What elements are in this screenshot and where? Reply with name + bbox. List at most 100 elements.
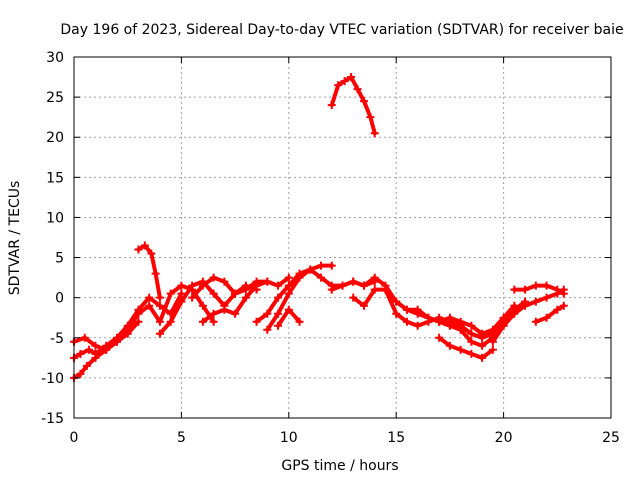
y-tick-label: 15 [46, 170, 64, 186]
data-point-arc-18 [340, 77, 349, 86]
data-point-arc-2 [123, 321, 132, 330]
data-point-arc-1 [155, 317, 164, 326]
data-point-arc-12 [392, 297, 401, 306]
data-point-arc-16 [553, 285, 562, 294]
data-point-arc-9 [295, 273, 304, 282]
y-tick-label: 5 [55, 251, 64, 267]
data-point-arc-14 [478, 353, 487, 362]
data-point-arc-5 [188, 281, 197, 290]
data-point-arc-10 [295, 317, 304, 326]
y-tick-label: 30 [46, 50, 64, 66]
data-point-arc-15 [510, 309, 519, 318]
y-tick-label: -15 [41, 411, 64, 427]
data-point-arc-14 [445, 341, 454, 350]
series-arc-12 [351, 287, 517, 336]
data-point-arc-3 [82, 361, 91, 370]
data-point-arc-7 [220, 305, 229, 314]
data-point-arc-16 [542, 281, 551, 290]
data-point-arc-18 [334, 81, 343, 90]
data-point-arc-7 [241, 293, 250, 302]
data-point-arc-6 [198, 281, 207, 290]
data-point-arc-1 [166, 289, 175, 298]
data-point-arc-14 [456, 345, 465, 354]
data-point-arc-18 [353, 85, 362, 94]
y-tick-label: 10 [46, 210, 64, 226]
data-point-arc-13 [456, 321, 465, 330]
data-point-arc-13 [467, 329, 476, 338]
data-point-arc-18 [359, 97, 368, 106]
chart-title: Day 196 of 2023, Sidereal Day-to-day VTE… [60, 22, 623, 38]
data-point-arc-12 [413, 305, 422, 314]
data-point-arc-11 [349, 277, 358, 286]
data-point-arc-7 [198, 317, 207, 326]
series-layer [70, 73, 568, 382]
data-point-arc-7 [231, 309, 240, 318]
data-point-arc-11 [467, 337, 476, 346]
data-point-arc-13 [435, 313, 444, 322]
data-point-arc-6 [274, 281, 283, 290]
data-point-arc-15 [542, 293, 551, 302]
x-tick-label: 5 [177, 430, 186, 446]
data-point-arc-2 [134, 305, 143, 314]
data-point-arc-2 [177, 289, 186, 298]
data-point-arc-6 [188, 293, 197, 302]
data-point-arc-12 [402, 305, 411, 314]
data-point-arc-6 [220, 277, 229, 286]
data-point-arc-9 [327, 261, 336, 270]
data-point-arc-13 [445, 317, 454, 326]
ticks-layer: 0 5 10 15 20 25 -15 -10 -5 0 5 10 15 20 25 30 [41, 50, 620, 446]
data-point-arc-17 [531, 317, 540, 326]
data-point-arc-15 [531, 297, 540, 306]
data-point-arc-8 [274, 293, 283, 302]
data-point-arc-3 [91, 353, 100, 362]
data-point-arc-14 [435, 333, 444, 342]
data-point-arc-9 [306, 265, 315, 274]
data-point-arc-13 [381, 285, 390, 294]
series-arc-14 [437, 335, 495, 360]
data-point-arc-12 [359, 301, 368, 310]
data-point-arc-18 [347, 73, 356, 82]
data-point-arc-3 [76, 369, 85, 378]
data-point-arc-15 [521, 301, 530, 310]
x-tick-label: 10 [280, 430, 298, 446]
data-point-arc-9 [274, 309, 283, 318]
data-point-arc-11 [327, 285, 336, 294]
data-point-arc-3 [102, 345, 111, 354]
data-point-arc-15 [488, 337, 497, 346]
data-point-arc-10 [284, 305, 293, 314]
data-point-arc-6 [241, 285, 250, 294]
data-point-arc-12 [370, 285, 379, 294]
data-point-arc-9 [284, 289, 293, 298]
data-point-arc-9 [317, 261, 326, 270]
x-axis-label: GPS time / hours [281, 458, 398, 474]
data-point-arc-4 [140, 241, 149, 250]
data-point-arc-11 [338, 281, 347, 290]
data-point-arc-16 [531, 281, 540, 290]
series-arc-6 [190, 275, 291, 300]
data-point-arc-16 [521, 285, 530, 294]
data-point-arc-2 [85, 345, 94, 354]
data-point-arc-11 [370, 273, 379, 282]
data-point-arc-8 [284, 281, 293, 290]
data-point-arc-8 [252, 317, 261, 326]
data-point-arc-15 [499, 321, 508, 330]
data-point-arc-17 [553, 305, 562, 314]
data-point-arc-16 [559, 289, 568, 298]
data-point-arc-4 [155, 293, 164, 302]
data-point-arc-8 [263, 309, 272, 318]
data-point-arc-2 [145, 293, 154, 302]
data-point-arc-6 [231, 289, 240, 298]
data-point-arc-7 [263, 277, 272, 286]
data-point-arc-3 [123, 329, 132, 338]
x-tick-label: 0 [70, 430, 79, 446]
data-point-arc-5 [177, 297, 186, 306]
data-point-arc-5 [155, 329, 164, 338]
y-tick-label: -10 [41, 371, 64, 387]
data-point-arc-12 [349, 293, 358, 302]
y-tick-label: 20 [46, 130, 64, 146]
data-point-arc-17 [542, 313, 551, 322]
x-tick-label: 15 [387, 430, 405, 446]
data-point-arc-1 [177, 281, 186, 290]
y-axis-label: SDTVAR / TECUs [7, 181, 23, 296]
